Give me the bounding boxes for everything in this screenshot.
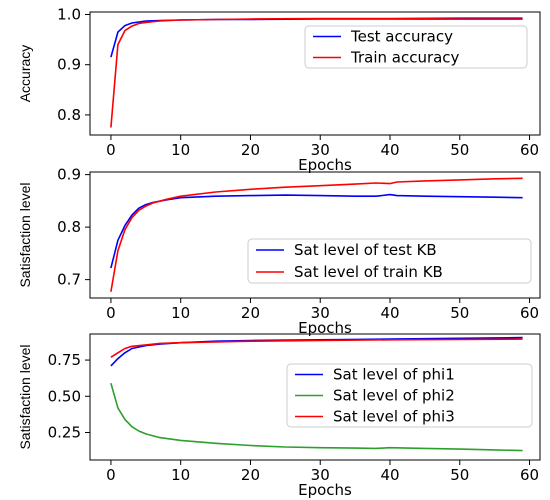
x-tick-label: 50 (450, 304, 469, 322)
chart-panel-2: 0 10 20 30 40 50 600.70.80.9EpochsSatisfaction… (17, 166, 540, 337)
y-axis-label: Satisfaction level (17, 182, 33, 287)
x-tick-label: 0 (106, 466, 116, 484)
y-axis-label: Satisfaction level (17, 344, 33, 449)
y-tick-label: 0.8 (57, 218, 81, 236)
x-tick-label: 20 (241, 304, 260, 322)
x-tick-label: 20 (241, 141, 260, 159)
y-tick-label: 0.9 (57, 56, 81, 74)
legend-label: Sat level of phi2 (333, 387, 455, 405)
y-tick-label: 0.75 (48, 351, 81, 369)
series-line (111, 338, 523, 366)
y-tick-label: 1.0 (57, 6, 81, 24)
y-axis-label: Accuracy (17, 45, 33, 103)
y-tick-label: 0.8 (57, 106, 81, 124)
x-tick-label: 40 (380, 141, 399, 159)
y-tick-label: 0.7 (57, 271, 81, 289)
x-tick-label: 0 (106, 141, 116, 159)
legend: Sat level of test KB Sat level of train K… (248, 239, 531, 283)
y-tick-label: 0.9 (57, 166, 81, 184)
x-tick-label: 60 (520, 304, 539, 322)
y-tick-label: 0.50 (48, 387, 81, 405)
x-tick-label: 40 (380, 304, 399, 322)
legend-label: Sat level of test KB (294, 241, 437, 259)
x-axis-label: Epochs (298, 481, 352, 499)
x-tick-label: 10 (171, 141, 190, 159)
legend-label: Sat level of phi1 (333, 366, 455, 384)
x-tick-label: 50 (450, 141, 469, 159)
x-tick-label: 60 (520, 466, 539, 484)
legend-label: Sat level of phi3 (333, 408, 455, 426)
legend: Sat level of phi1 Sat level of phi2 Sat le… (287, 364, 532, 427)
legend-label: Train accuracy (350, 49, 460, 67)
x-tick-label: 0 (106, 304, 116, 322)
x-tick-label: 20 (241, 466, 260, 484)
x-tick-label: 50 (450, 466, 469, 484)
chart-panel-1: 0 10 20 30 40 50 600.80.91.0EpochsAccuracyTest… (17, 6, 540, 174)
legend-label: Sat level of train KB (294, 263, 443, 281)
x-axis-label: Epochs (298, 156, 352, 174)
chart-panel-3: 0 10 20 30 40 50 600.250.500.75EpochsSatisfact… (17, 334, 540, 499)
y-tick-label: 0.25 (48, 423, 81, 441)
legend-label: Test accuracy (350, 28, 453, 46)
x-tick-label: 10 (171, 304, 190, 322)
x-tick-label: 60 (520, 141, 539, 159)
legend: Test accuracy Train accuracy (305, 26, 527, 68)
x-tick-label: 40 (380, 466, 399, 484)
series-line (111, 339, 523, 357)
x-tick-label: 10 (171, 466, 190, 484)
